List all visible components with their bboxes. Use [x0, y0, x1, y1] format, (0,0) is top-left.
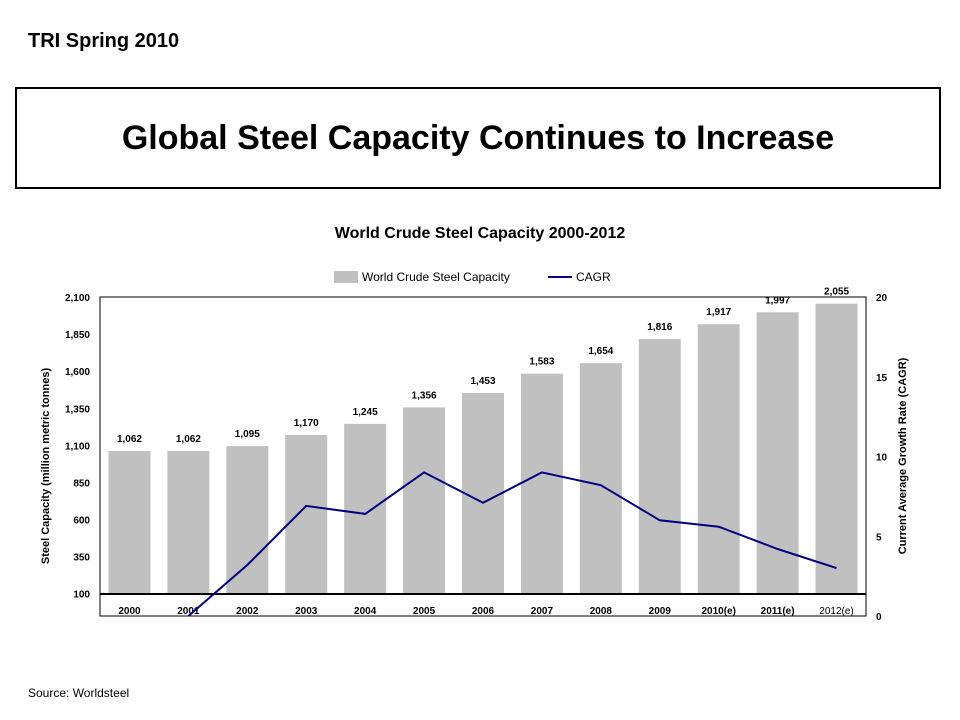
bar-label-2005: 1,356 [412, 390, 437, 401]
bar-label-2010(e): 1,917 [706, 307, 731, 318]
bar-2002 [226, 446, 269, 594]
chart-title: World Crude Steel Capacity 2000-2012 [335, 225, 626, 242]
x-tick-2006: 2006 [472, 606, 495, 617]
bar-label-2003: 1,170 [294, 418, 319, 429]
slide-title-box: Global Steel Capacity Continues to Incre… [15, 87, 941, 189]
presentation-tag: TRI Spring 2010 [28, 30, 180, 52]
x-tick-2011(e): 2011(e) [761, 606, 795, 617]
x-tick-2004: 2004 [354, 606, 377, 617]
bar-2011(e) [756, 312, 799, 594]
bar-label-2009: 1,816 [647, 322, 672, 333]
bar-2000 [108, 451, 151, 594]
y-tick-1,350: 1,350 [65, 404, 90, 415]
y2-tick-0: 0 [876, 612, 882, 623]
y-tick-350: 350 [73, 553, 90, 564]
slide-title: Global Steel Capacity Continues to Incre… [121, 118, 835, 157]
legend-label-capacity: World Crude Steel Capacity [362, 270, 510, 284]
bar-2006 [462, 392, 504, 594]
y-tick-600: 600 [73, 516, 90, 527]
x-tick-2008: 2008 [590, 606, 613, 617]
bar-2001 [167, 451, 210, 594]
x-tick-2001: 2001 [177, 606, 200, 617]
x-tick-2009: 2009 [649, 606, 672, 617]
legend-swatch-capacity [334, 271, 358, 283]
y-tick-850: 850 [73, 478, 90, 489]
y2-tick-15: 15 [876, 373, 888, 384]
y-tick-2,100: 2,100 [65, 293, 90, 304]
x-tick-2002: 2002 [236, 606, 259, 617]
legend-label-cagr: CAGR [576, 270, 611, 284]
y-tick-1,850: 1,850 [65, 330, 90, 341]
bar-label-2011(e): 1,997 [765, 295, 790, 306]
bar-2007 [520, 373, 563, 594]
x-tick-2000: 2000 [118, 606, 141, 617]
x-tick-2007: 2007 [531, 606, 554, 617]
y2-axis-label: Current Average Growth Rate (CAGR) [897, 357, 909, 554]
bar-label-2004: 1,245 [353, 407, 378, 418]
bar-2012(e) [815, 303, 858, 594]
bar-label-2012(e): 2,055 [824, 287, 849, 298]
chart-legend: World Crude Steel Capacity CAGR [334, 270, 611, 284]
bar-2009 [638, 339, 681, 594]
bar-2005 [403, 407, 446, 594]
y-tick-1,600: 1,600 [65, 367, 90, 378]
bar-label-2007: 1,583 [529, 357, 554, 368]
y-axis-label: Steel Capacity (million metric tonnes) [40, 368, 52, 565]
x-tick-2005: 2005 [413, 606, 436, 617]
bar-2008 [579, 363, 622, 594]
y2-tick-10: 10 [876, 453, 888, 464]
cagr-line [187, 471, 837, 617]
plot-frame [99, 296, 867, 617]
x-tick-2003: 2003 [295, 606, 318, 617]
bar-label-2001: 1,062 [176, 434, 201, 445]
x-tick-2010(e): 2010(e) [701, 606, 735, 617]
y2-tick-5: 5 [876, 532, 882, 543]
y-tick-1,100: 1,100 [65, 441, 90, 452]
bar-2004 [344, 423, 387, 594]
bar-label-2008: 1,654 [588, 346, 613, 357]
y-tick-100: 100 [73, 590, 90, 601]
y2-tick-20: 20 [876, 293, 888, 304]
x-tick-2012(e): 2012(e) [819, 606, 853, 617]
bar-label-2000: 1,062 [117, 434, 142, 445]
bar-label-2002: 1,095 [235, 429, 260, 440]
bar-label-2006: 1,453 [470, 376, 495, 387]
bar-2010(e) [697, 324, 740, 594]
source-note: Source: Worldsteel [28, 686, 130, 700]
bar-2003 [285, 434, 328, 594]
